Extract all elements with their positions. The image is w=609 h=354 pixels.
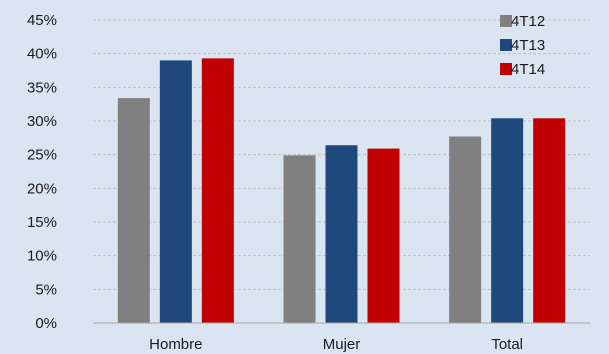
x-category-label: Mujer (323, 336, 361, 353)
bar-mujer-4t13 (325, 145, 358, 323)
bar-hombre-4t13 (159, 60, 192, 324)
legend-swatch (500, 15, 512, 27)
y-tick-label: 30% (27, 113, 57, 130)
y-tick-label: 10% (27, 248, 57, 265)
bar-total-4t12 (449, 136, 482, 323)
y-tick-label: 20% (27, 180, 57, 197)
bar-hombre-4t12 (117, 98, 150, 324)
legend-label: 4T14 (511, 61, 545, 78)
y-axis-ticks: 0% 5% 10% 15% 20% 25% 30% 35% 40% 45% (27, 12, 57, 332)
bars (117, 58, 566, 324)
y-tick-label: 25% (27, 147, 57, 164)
x-category-label: Total (491, 336, 523, 353)
legend-swatch (500, 39, 512, 51)
bar-total-4t14 (533, 118, 566, 323)
legend-swatch (500, 63, 512, 75)
legend-label: 4T12 (511, 13, 545, 30)
bar-mujer-4t12 (283, 155, 316, 323)
y-tick-label: 40% (27, 46, 57, 63)
legend-label: 4T13 (511, 37, 545, 54)
bar-total-4t13 (491, 118, 524, 323)
x-axis-categories: Hombre Mujer Total (149, 336, 523, 353)
y-tick-label: 45% (27, 12, 57, 29)
bar-hombre-4t14 (201, 58, 234, 323)
bar-mujer-4t14 (367, 148, 400, 323)
x-category-label: Hombre (149, 336, 202, 353)
y-tick-label: 15% (27, 214, 57, 231)
y-tick-label: 0% (35, 315, 57, 332)
y-tick-label: 5% (35, 281, 57, 298)
legend: 4T12 4T13 4T14 (500, 13, 545, 78)
y-tick-label: 35% (27, 79, 57, 96)
